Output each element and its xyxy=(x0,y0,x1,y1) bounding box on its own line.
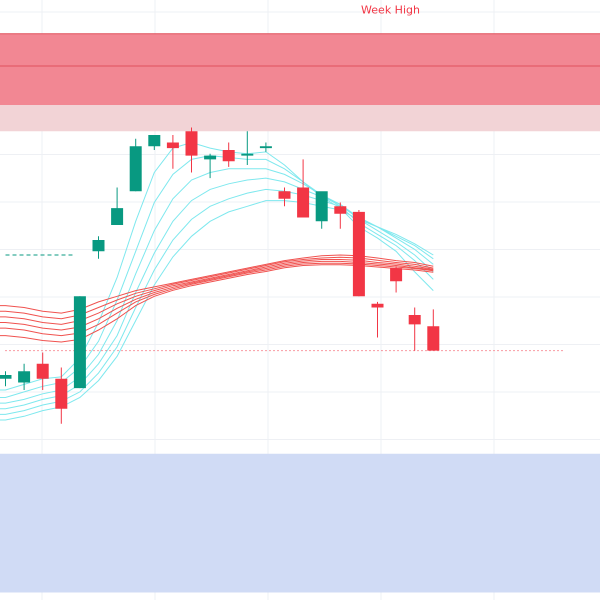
candle xyxy=(55,367,68,424)
candle xyxy=(0,371,12,387)
candle xyxy=(427,309,440,351)
candle xyxy=(259,142,272,152)
bearish-candle-body xyxy=(297,187,310,218)
bearish-candle-body xyxy=(36,363,49,379)
bearish-candle-body xyxy=(166,142,179,149)
fast-moving-average-line xyxy=(0,177,434,410)
candle xyxy=(73,296,86,389)
bullish-candle-body xyxy=(0,375,12,379)
price-levels xyxy=(5,254,564,352)
candle xyxy=(92,236,105,259)
candle xyxy=(185,127,198,173)
candle xyxy=(315,191,328,229)
slow-moving-average-line xyxy=(0,260,434,331)
candle xyxy=(18,363,31,390)
candle xyxy=(278,187,291,207)
bullish-candle-body xyxy=(92,240,105,252)
candle xyxy=(222,142,235,167)
candle xyxy=(408,307,421,351)
resistance-zone xyxy=(0,33,600,105)
bullish-candle-body xyxy=(241,153,254,156)
bearish-candle-body xyxy=(334,206,347,214)
bullish-candle-body xyxy=(259,146,272,149)
bearish-candle-body xyxy=(408,315,421,325)
week-high-label: Week High xyxy=(361,3,420,16)
bullish-candle-body xyxy=(204,155,217,160)
candle xyxy=(129,138,142,192)
bearish-candle-body xyxy=(222,150,235,162)
slow-moving-average-line xyxy=(0,264,434,343)
candlesticks xyxy=(0,127,440,424)
bullish-candle-body xyxy=(18,371,31,383)
candle xyxy=(241,131,254,165)
bullish-candle-body xyxy=(129,146,142,192)
bullish-candle-body xyxy=(73,296,86,389)
bullish-candle-body xyxy=(315,191,328,222)
bearish-candle-body xyxy=(278,191,291,199)
bearish-candle-body xyxy=(390,268,403,282)
candle xyxy=(36,352,49,390)
candle xyxy=(352,210,365,297)
moving-averages xyxy=(0,141,434,421)
candle xyxy=(334,202,347,229)
candle xyxy=(204,153,217,179)
slow-moving-average-line xyxy=(0,259,434,325)
candle xyxy=(371,301,384,338)
support-zone xyxy=(0,453,600,593)
bearish-candle-body xyxy=(427,326,440,351)
price-zones xyxy=(0,33,600,593)
bearish-candle-body xyxy=(55,378,68,409)
candle xyxy=(148,135,161,150)
candle xyxy=(111,187,124,225)
candle xyxy=(390,266,403,293)
bullish-candle-body xyxy=(111,208,124,225)
candle xyxy=(166,135,179,169)
bearish-candle-body xyxy=(352,211,365,297)
bearish-candle-body xyxy=(371,303,384,308)
bearish-candle-body xyxy=(185,131,198,156)
resistance-light-zone xyxy=(0,105,600,132)
candle xyxy=(297,159,310,218)
bullish-candle-body xyxy=(148,135,161,147)
